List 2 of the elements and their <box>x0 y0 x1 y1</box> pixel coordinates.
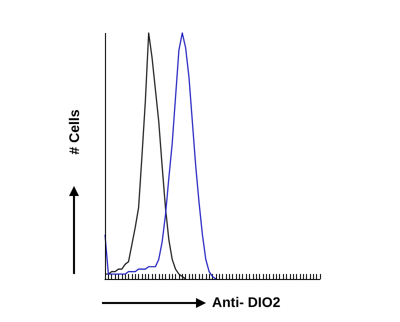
y-axis-title: # Cells <box>66 109 82 155</box>
x-axis-title: Anti- DIO2 <box>212 294 280 310</box>
